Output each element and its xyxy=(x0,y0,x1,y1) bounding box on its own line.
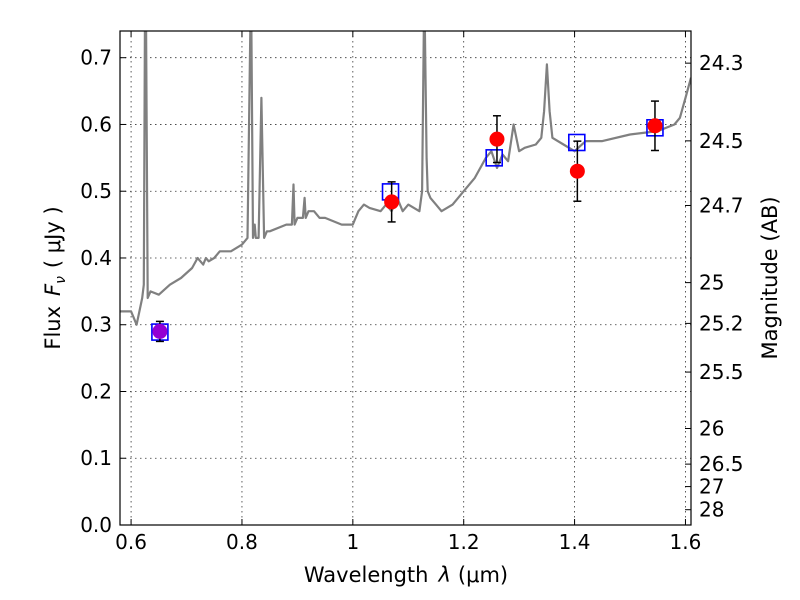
model-spectrum-line xyxy=(120,31,691,326)
data-layer xyxy=(120,31,691,326)
mag-tick-label: 26.5 xyxy=(699,452,744,476)
y-tick-label: 0.4 xyxy=(80,246,112,270)
x-tick-label: 0.8 xyxy=(226,530,258,554)
y-axis-title-units: ( μJy ) xyxy=(41,206,65,268)
y-tick-label: 0.0 xyxy=(80,513,112,537)
mag-tick-label: 24.7 xyxy=(699,193,744,217)
y-tick-label: 0.7 xyxy=(80,46,112,70)
mag-tick-label: 24.3 xyxy=(699,51,744,75)
x-axis-title-main: Wavelength xyxy=(304,563,429,587)
mag-tick-label: 25 xyxy=(699,271,724,295)
y-axis-title-subscript: ν xyxy=(53,276,69,284)
marker-layer xyxy=(151,100,664,343)
y-axis-title-main: Flux xyxy=(41,306,65,350)
x-axis-title: Wavelength λ (μm) xyxy=(304,563,508,587)
y-tick-label: 0.6 xyxy=(80,112,112,136)
observed-flux-point xyxy=(569,163,585,179)
observed-flux-point xyxy=(489,131,505,147)
y-axis-title-symbol: F xyxy=(41,283,65,296)
mag-tick-label: 26 xyxy=(699,417,724,441)
x-axis-title-units: (μm) xyxy=(458,563,508,587)
y-tick-label: 0.5 xyxy=(80,179,112,203)
x-tick-label: 1.2 xyxy=(448,530,480,554)
y-tick-label: 0.3 xyxy=(80,313,112,337)
x-tick-label: 0.6 xyxy=(115,530,147,554)
mag-tick-label: 24.5 xyxy=(699,129,744,153)
mag-tick-label: 25.5 xyxy=(699,360,744,384)
mag-tick-label: 27 xyxy=(699,475,724,499)
right-axis-title: Magnitude (AB) xyxy=(758,196,782,359)
x-axis-title-symbol: λ xyxy=(437,563,450,587)
mag-tick-label: 28 xyxy=(699,498,724,522)
mag-tick-label: 25.2 xyxy=(699,311,744,335)
observed-flux-point xyxy=(647,118,663,134)
tick-layer: 0.6 0.8 1 1.2 1.4 1.6 0.0 0.1 0.2 0.3 0.4 0.5 0.6 0.7… xyxy=(80,31,744,554)
x-tick-label: 1 xyxy=(346,530,359,554)
x-tick-label: 1.6 xyxy=(670,530,702,554)
observed-flux-point xyxy=(152,323,168,339)
x-tick-label: 1.4 xyxy=(559,530,591,554)
y-tick-label: 0.1 xyxy=(80,446,112,470)
y-axis-title: Flux Fν ( μJy ) xyxy=(41,206,69,349)
observed-flux-point xyxy=(384,194,400,210)
plot-frame xyxy=(119,30,692,526)
model-flux-square xyxy=(485,149,503,167)
y-tick-label: 0.2 xyxy=(80,379,112,403)
